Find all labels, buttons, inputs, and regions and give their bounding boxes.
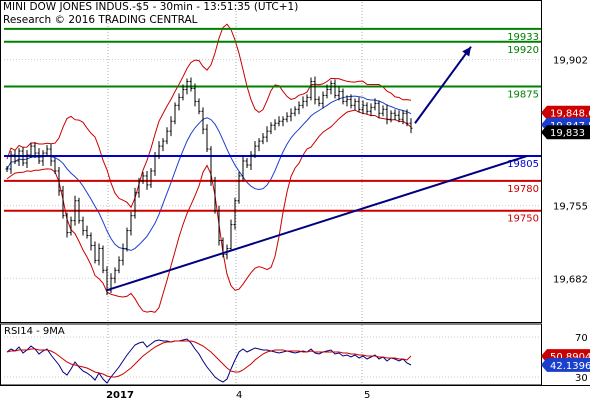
moving-average-line <box>6 95 412 251</box>
support-trendline <box>106 155 528 292</box>
rsi-panel-frame <box>0 323 542 386</box>
price-badge <box>541 105 590 120</box>
price-badge <box>541 125 590 140</box>
rsi-ma-line <box>6 340 412 378</box>
projection-arrow-shaft <box>414 46 472 124</box>
rsi-line <box>6 338 412 384</box>
research-credit: Research © 2016 TRADING CENTRAL <box>3 14 198 26</box>
x-tick-label: 4 <box>236 390 242 400</box>
price-badge-label: 19,833 <box>550 128 585 139</box>
instrument-title: MINI DOW JONES INDUS.-$5 - 30min - 13:51… <box>3 1 299 13</box>
rsi-badge-label: 42.1396 <box>550 361 590 372</box>
rsi-tick-label: 30 <box>575 373 588 384</box>
bollinger-upper-band <box>6 23 412 209</box>
rsi-badge-label: 50.8904 <box>550 352 590 363</box>
price-badge-label: 19,848.6 <box>550 109 590 120</box>
rsi-panel-title: RSI14 - 9MA <box>4 326 65 337</box>
y-tick-label: 19,902 <box>553 56 588 67</box>
level-label-19780: 19780 <box>507 184 539 195</box>
level-label-19920: 19920 <box>507 45 539 56</box>
level-label-19750: 19750 <box>507 214 539 225</box>
level-label-19875: 19875 <box>507 89 539 100</box>
level-label-19805: 19805 <box>507 159 539 170</box>
price-panel-frame <box>0 0 542 323</box>
projection-arrow-head <box>462 46 471 57</box>
rsi-badge <box>541 357 590 372</box>
x-tick-label: 2017 <box>106 390 134 400</box>
rsi-tick-label: 70 <box>575 333 588 344</box>
bollinger-lower-band <box>6 109 412 313</box>
x-tick-label: 5 <box>364 390 370 400</box>
level-label-19933: 19933 <box>507 32 539 43</box>
y-tick-label: 19,682 <box>553 274 588 285</box>
y-tick-label: 19,755 <box>553 202 588 213</box>
